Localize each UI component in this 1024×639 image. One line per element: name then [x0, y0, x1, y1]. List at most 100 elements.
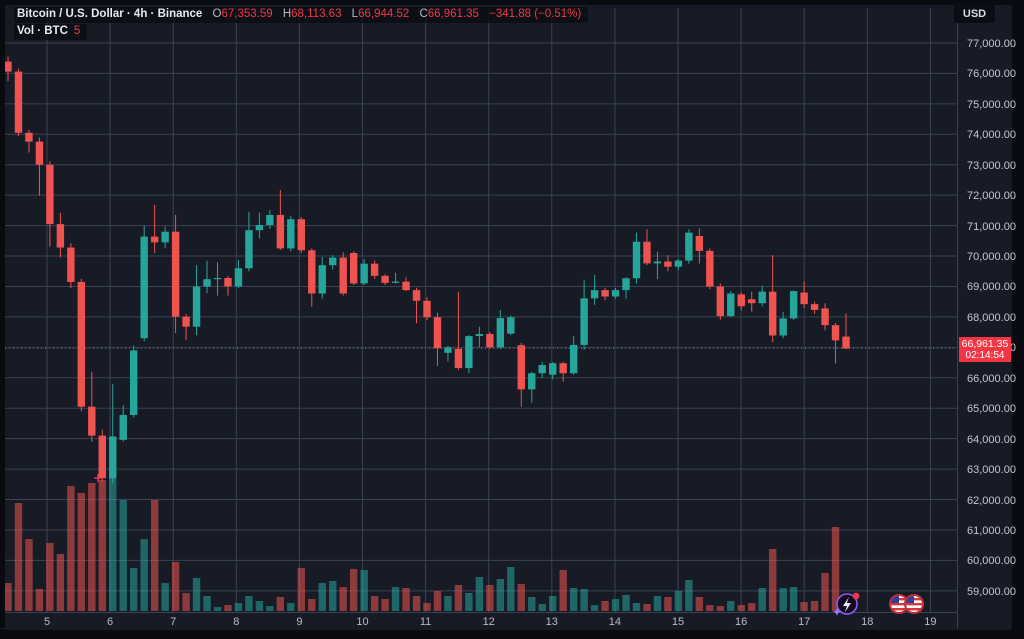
open-value: 67,353.59 [221, 8, 273, 20]
candle-body [245, 230, 253, 269]
volume-bar [475, 577, 484, 611]
volume-bar [611, 599, 620, 611]
volume-bar [329, 581, 337, 611]
volume-bar [46, 543, 54, 611]
volume-bars-layer [4, 475, 850, 611]
currency-toggle-button[interactable]: USD [954, 4, 995, 23]
price-tick-label: 75,000.00 [967, 98, 1016, 111]
price-tick-label: 73,000.00 [967, 159, 1016, 172]
volume-bar [402, 588, 410, 611]
time-tick-label: 16 [734, 616, 748, 628]
candle-body [727, 293, 735, 317]
high-label: H [282, 8, 292, 20]
volume-bar [622, 595, 630, 611]
volume-bar [454, 585, 463, 611]
volume-bar [130, 568, 138, 611]
price-axis[interactable]: 77,000.00 76,000.00 75,000.00 74,000.00 73,0… [957, 5, 1016, 628]
change-value: −341.88 (−0.51%) [489, 8, 582, 20]
candle-body [496, 318, 505, 348]
close-label: C [419, 8, 428, 20]
price-tick-label: 60,000.00 [967, 555, 1016, 568]
volume-bar [276, 597, 285, 611]
candle-body [349, 253, 358, 284]
time-tick-label: 11 [419, 616, 432, 628]
time-tick-label: 9 [296, 616, 303, 628]
open-label: O [212, 8, 222, 20]
price-tick-label: 59,000.00 [967, 585, 1016, 598]
price-tick-label: 72,000.00 [967, 190, 1016, 203]
volume-bar [528, 597, 536, 611]
volume-bar [559, 570, 567, 611]
candle-body [465, 336, 473, 369]
volume-bar [287, 603, 295, 611]
candle-body [789, 291, 798, 319]
candle-body [234, 268, 243, 287]
price-tick-label: 71,000.00 [967, 220, 1016, 233]
volume-bar [821, 573, 829, 611]
volume-bar [245, 596, 253, 611]
volume-bar [569, 588, 578, 611]
volume-bar [737, 605, 745, 611]
volume-bar [370, 596, 379, 611]
price-tick-label: 64,000.00 [967, 433, 1016, 446]
candle-body [77, 281, 86, 407]
volume-bar [88, 483, 96, 611]
candle-body [224, 277, 232, 287]
volume-label: Vol · BTC [17, 25, 68, 37]
volume-bar [224, 605, 232, 611]
time-tick-label: 5 [43, 616, 51, 628]
candle-body [601, 290, 609, 297]
volume-bar [507, 567, 515, 611]
volume-bar [308, 599, 316, 611]
candle-body [203, 279, 211, 287]
volume-bar [758, 588, 766, 611]
candle-body [643, 241, 651, 264]
volume-bar [98, 480, 106, 611]
us-flag-event-icon[interactable] [887, 591, 927, 617]
window-edge-bottom [0, 629, 1024, 639]
legend-symbol-row[interactable]: Bitcoin / U.S. Dollar · 4h · Binance O67… [14, 7, 589, 23]
volume-bar [213, 607, 222, 611]
candle-body [831, 325, 840, 341]
candle-body [507, 317, 515, 334]
candle-body [4, 61, 12, 72]
candle-body [580, 298, 588, 345]
volume-bar [831, 527, 840, 611]
symbol-title[interactable]: Bitcoin / U.S. Dollar · 4h · Binance [17, 8, 203, 20]
time-tick-label: 10 [356, 616, 369, 628]
lightning-event-icon[interactable] [832, 589, 864, 619]
time-tick-label: 13 [545, 616, 558, 628]
candle-body [664, 261, 672, 267]
candle-body [391, 281, 400, 283]
volume-bar [748, 603, 756, 611]
bar-countdown: 02:14:54 [965, 349, 1005, 361]
candle-body [737, 294, 745, 307]
volume-bar [465, 593, 473, 611]
candle-body [360, 263, 368, 284]
price-tick-label: 66,000.00 [967, 372, 1016, 385]
volume-bar [255, 601, 264, 611]
price-tick-label: 61,000.00 [967, 524, 1016, 537]
time-tick-label: 17 [798, 616, 811, 628]
candle-body [287, 219, 295, 249]
candle-body [748, 299, 756, 304]
volume-bar [140, 539, 148, 611]
candle-body [569, 344, 578, 374]
candle-body [423, 300, 431, 318]
candle-body [255, 225, 264, 231]
candle-body [339, 257, 347, 294]
price-tick-label: 77,000.00 [967, 38, 1016, 50]
legend-volume-row[interactable]: Vol · BTC 5 [14, 24, 88, 40]
candle-body [821, 308, 829, 326]
volume-bar [266, 606, 274, 611]
time-axis[interactable]: 5 6 7 8 9 10 11 12 13 14 15 16 17 18 19 [5, 612, 1011, 630]
time-tick-label: 6 [107, 616, 114, 628]
volume-bar [486, 585, 494, 611]
candle-body [611, 290, 620, 297]
candle-body [800, 292, 808, 305]
volume-bar [182, 593, 190, 611]
window-edge-top [0, 0, 1024, 5]
volume-bar [4, 583, 12, 611]
